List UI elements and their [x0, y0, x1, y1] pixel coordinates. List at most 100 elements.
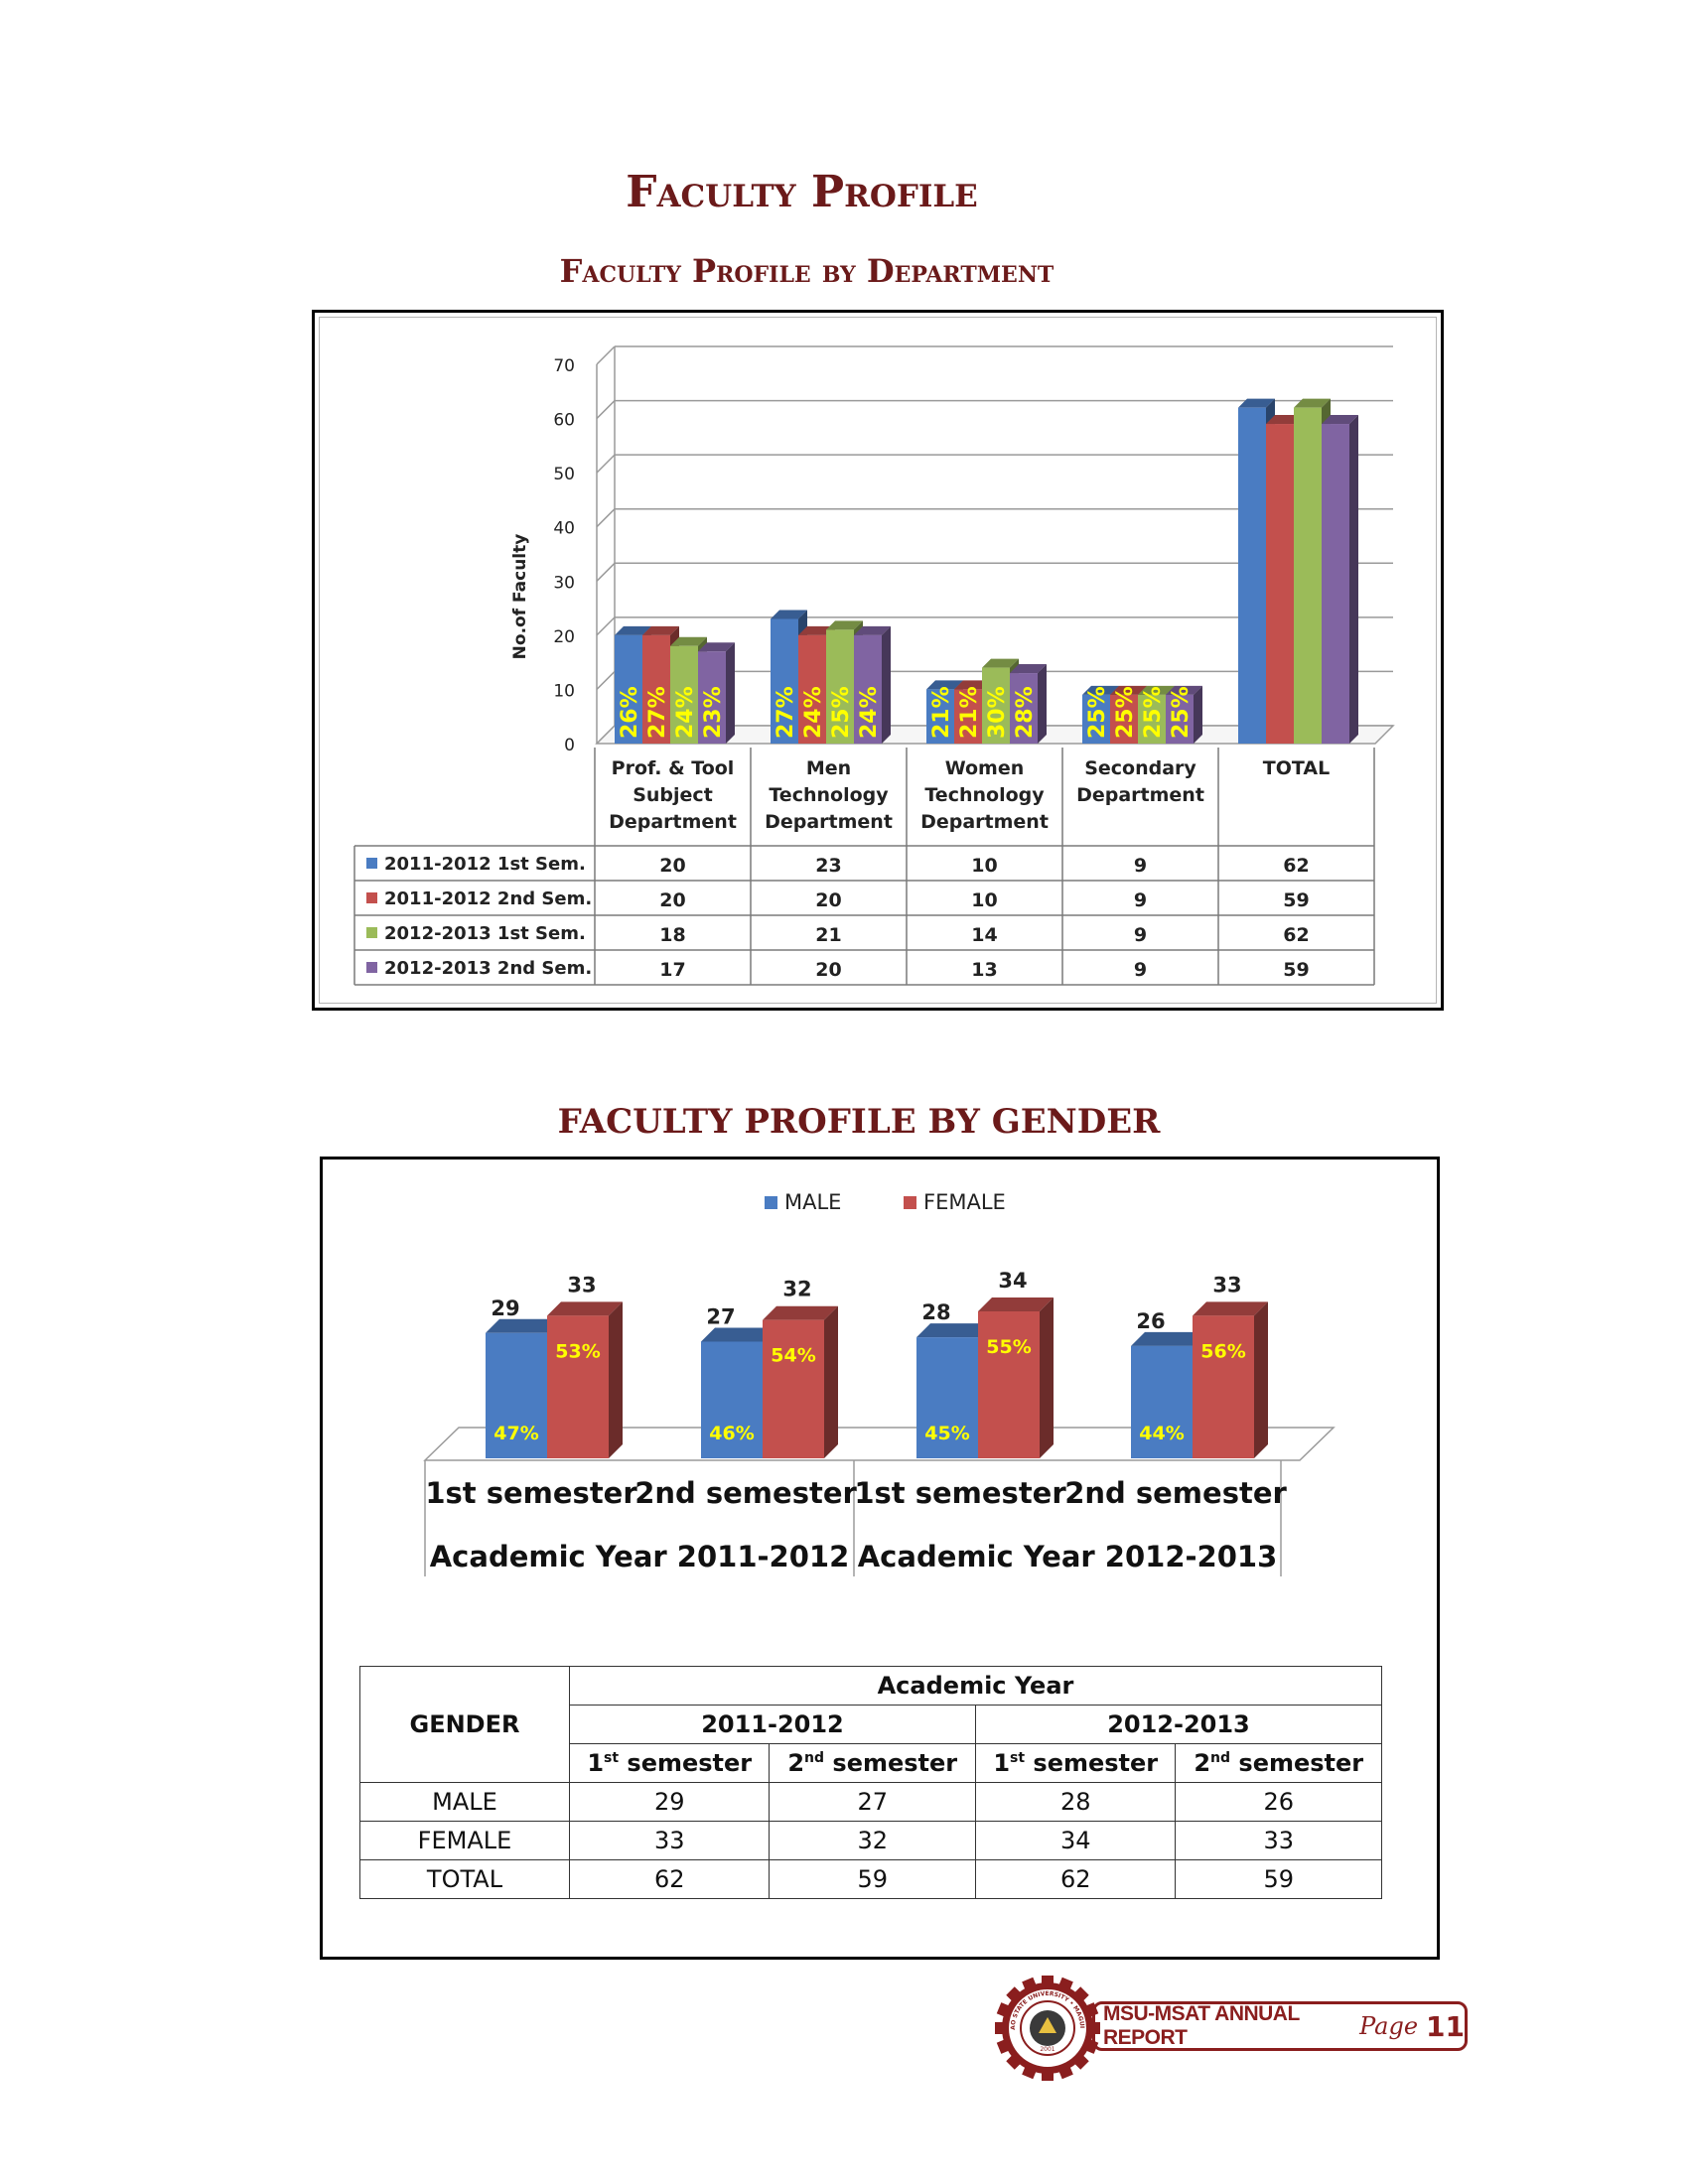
data-label: 24% [801, 686, 826, 739]
semester-word: semester [1238, 1749, 1364, 1777]
semester-word: semester [1033, 1749, 1159, 1777]
percent-label: 47% [493, 1423, 538, 1444]
legend-label: 2012-2013 2nd Sem. [384, 958, 592, 979]
category-label: 2nd semester [634, 1476, 857, 1510]
table-value: 10 [971, 889, 997, 911]
data-label: 21% [957, 686, 982, 739]
value-label: 34 [998, 1269, 1027, 1293]
category-label: Department [920, 811, 1049, 833]
group-label: Academic Year 2012-2013 [858, 1540, 1278, 1573]
category-label: Men [806, 757, 851, 779]
table-cell: 28 [974, 1782, 1177, 1822]
row-label: TOTAL [359, 1859, 570, 1899]
data-label: 25% [1085, 686, 1110, 739]
data-label: 30% [985, 686, 1010, 739]
table-value: 9 [1134, 855, 1147, 877]
y-tick-label: 0 [564, 736, 575, 755]
legend-swatch [366, 892, 377, 903]
table-row: MALE 29 27 28 26 [359, 1782, 1382, 1822]
table-row: FEMALE 33 32 34 33 [359, 1821, 1382, 1860]
category-label: Secondary [1084, 757, 1196, 779]
semester-word: semester [627, 1749, 753, 1777]
y-tick-label: 60 [553, 411, 575, 431]
page-number: 11 [1426, 2009, 1465, 2043]
table-value: 21 [815, 924, 841, 946]
percent-label: 46% [709, 1423, 754, 1444]
table-cell: 59 [1175, 1859, 1382, 1899]
table-value: 14 [971, 924, 997, 946]
table-cell: 33 [568, 1821, 771, 1860]
semester-word: semester [832, 1749, 958, 1777]
report-name: MSU-MSAT ANNUAL REPORT [1103, 2002, 1300, 2049]
bar [698, 642, 735, 744]
bar [547, 1301, 623, 1458]
data-label: 26% [618, 686, 642, 739]
table-value: 20 [659, 855, 685, 877]
category-label: Department [765, 811, 893, 833]
y-tick-label: 70 [553, 356, 575, 376]
category-label: Technology [924, 784, 1045, 806]
table-value: 20 [659, 889, 685, 911]
table-cell: 32 [769, 1821, 976, 1860]
bar [701, 1327, 776, 1458]
data-label: 25% [829, 686, 854, 739]
table-value: 62 [1283, 855, 1309, 877]
value-label: 26 [1136, 1309, 1165, 1333]
row-label: MALE [359, 1782, 570, 1822]
table-row: TOTAL 62 59 62 59 [359, 1859, 1382, 1899]
data-label: 21% [929, 686, 954, 739]
page-title: Faculty Profile [626, 167, 978, 217]
table-value: 23 [815, 855, 841, 877]
gridline [596, 508, 616, 528]
y-tick-label: 30 [553, 573, 575, 593]
percent-label: 53% [555, 1340, 600, 1362]
academic-year-header: Academic Year [569, 1666, 1382, 1706]
seal-year: 2001 [1040, 2046, 1055, 2053]
year-header: 2011-2012 [569, 1705, 976, 1744]
group-label: Academic Year 2011-2012 [430, 1540, 850, 1573]
bar [978, 1297, 1054, 1458]
value-label: 33 [567, 1273, 596, 1297]
category-label: Prof. & Tool [612, 757, 735, 779]
bar [1322, 415, 1358, 744]
y-tick-label: 50 [553, 465, 575, 484]
legend-label: 2012-2013 1st Sem. [384, 923, 586, 944]
department-chart-frame: 0 10 20 30 40 50 60 70 No.of Faculty 26% 27% 24% 23%… [312, 310, 1444, 1011]
percent-label: 45% [924, 1423, 969, 1444]
category-label: Technology [769, 784, 889, 806]
y-axis-label: No.of Faculty [510, 534, 530, 660]
category-label: TOTAL [1263, 757, 1330, 779]
page-word: Page [1359, 2012, 1419, 2040]
legend-label: MALE [784, 1190, 841, 1214]
semester-ordinal: 1 [587, 1749, 605, 1777]
university-seal-icon: 2001 MINDANAO STATE UNIVERSITY • MAGUIND… [993, 1974, 1100, 2081]
table-value: 59 [1283, 889, 1309, 911]
legend-swatch [765, 1196, 777, 1209]
table-cell: 34 [974, 1821, 1177, 1860]
bar [1166, 685, 1202, 744]
data-label: 24% [673, 686, 698, 739]
table-value: 20 [815, 889, 841, 911]
semester-suffix: st [604, 1750, 620, 1766]
value-label: 29 [491, 1297, 519, 1320]
semester-header: 2nd semester [1175, 1743, 1382, 1783]
percent-label: 44% [1139, 1423, 1184, 1444]
table-value: 59 [1283, 959, 1309, 981]
y-tick-label: 40 [553, 519, 575, 539]
bar [486, 1318, 561, 1458]
category-label: 1st semester [854, 1476, 1066, 1510]
gender-bar-chart: MALE FEMALE 29 47% 33 53% 27 46% 32 54% 28 45% 34 55%… [423, 1190, 1336, 1576]
gridline [596, 562, 616, 582]
data-label: 25% [1169, 686, 1194, 739]
semester-suffix: st [1010, 1750, 1026, 1766]
semester-header: 2nd semester [769, 1743, 976, 1783]
data-label: 24% [857, 686, 882, 739]
legend-swatch [366, 927, 377, 938]
semester-suffix: nd [1210, 1750, 1231, 1766]
data-label: 25% [1141, 686, 1166, 739]
gender-table: GENDER Academic Year 2011-2012 2012-2013… [359, 1666, 1383, 1899]
table-value: 9 [1134, 924, 1147, 946]
table-cell: 26 [1175, 1782, 1382, 1822]
gridline [596, 345, 616, 365]
